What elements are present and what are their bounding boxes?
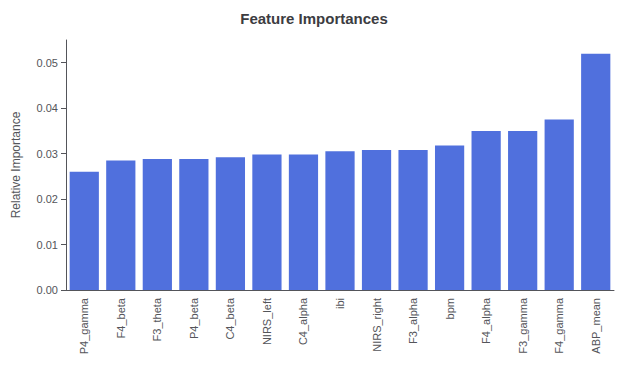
svg-text:ibi: ibi xyxy=(334,298,346,309)
svg-text:F3_theta: F3_theta xyxy=(151,297,163,341)
svg-text:0.04: 0.04 xyxy=(37,102,58,114)
svg-text:0.05: 0.05 xyxy=(37,57,58,69)
svg-text:F3_alpha: F3_alpha xyxy=(407,297,419,344)
svg-text:0.00: 0.00 xyxy=(37,284,58,296)
svg-text:F4_beta: F4_beta xyxy=(115,297,127,338)
svg-text:F4_alpha: F4_alpha xyxy=(480,297,492,344)
svg-text:P4_beta: P4_beta xyxy=(188,297,200,339)
svg-text:NIRS_right: NIRS_right xyxy=(371,298,383,352)
svg-text:F4_gamma: F4_gamma xyxy=(553,297,565,354)
svg-text:bpm: bpm xyxy=(444,298,456,319)
svg-text:Relative Importance: Relative Importance xyxy=(9,111,23,218)
svg-text:0.01: 0.01 xyxy=(37,239,58,251)
svg-text:0.02: 0.02 xyxy=(37,193,58,205)
svg-text:0.03: 0.03 xyxy=(37,148,58,160)
svg-text:C4_alpha: C4_alpha xyxy=(297,297,309,345)
svg-text:F3_gamma: F3_gamma xyxy=(517,297,529,354)
svg-text:NIRS_left: NIRS_left xyxy=(261,298,273,345)
svg-text:Feature Importances: Feature Importances xyxy=(240,10,388,27)
svg-text:C4_beta: C4_beta xyxy=(224,297,236,339)
svg-text:ABP_mean: ABP_mean xyxy=(590,298,602,354)
svg-text:P4_gamma: P4_gamma xyxy=(78,297,90,354)
